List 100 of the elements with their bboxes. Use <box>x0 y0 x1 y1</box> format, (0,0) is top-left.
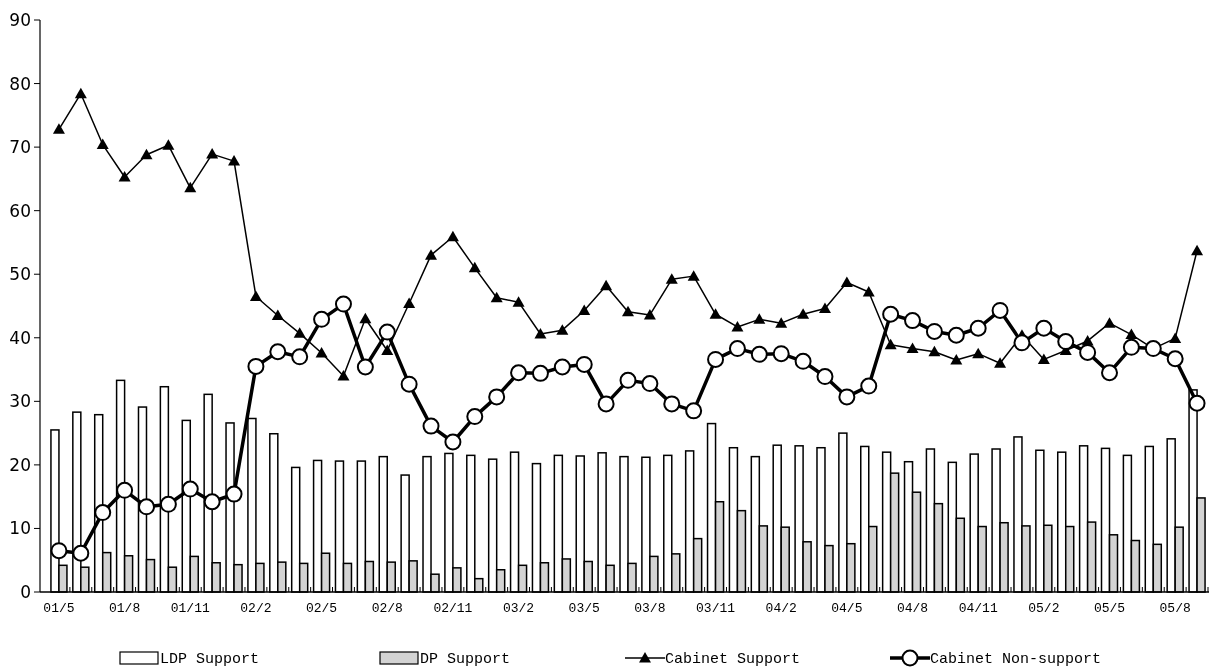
point <box>422 417 440 435</box>
y-tick-label: 90 <box>9 9 31 30</box>
x-tick-label: 03/8 <box>634 601 666 616</box>
x-tick-label: 03/11 <box>696 601 736 616</box>
point <box>575 355 593 373</box>
point <box>534 327 547 339</box>
point <box>1103 317 1116 328</box>
point <box>818 302 831 314</box>
point <box>468 261 481 273</box>
point <box>510 364 528 382</box>
point <box>140 148 153 160</box>
point <box>860 377 878 395</box>
point <box>162 139 175 150</box>
point <box>969 319 987 337</box>
x-tick-label: 02/11 <box>433 601 473 616</box>
point <box>269 343 287 361</box>
y-tick-label: 80 <box>9 73 31 94</box>
point <box>1191 244 1204 256</box>
point <box>641 375 659 393</box>
point <box>488 388 506 406</box>
x-tick-label: 04/5 <box>831 601 863 616</box>
x-tick-label: 01/11 <box>170 601 210 616</box>
point <box>247 357 265 375</box>
point <box>446 230 459 242</box>
point <box>334 295 352 313</box>
y-tick-label: 60 <box>9 200 31 221</box>
point <box>1057 333 1075 351</box>
point <box>313 310 331 328</box>
point <box>838 388 856 406</box>
point <box>578 304 591 315</box>
point <box>444 433 462 451</box>
x-tick-label: 04/2 <box>765 601 797 616</box>
point <box>74 87 87 99</box>
x-tick-label: 03/2 <box>502 601 535 616</box>
point <box>947 326 965 344</box>
point <box>531 364 549 382</box>
point <box>96 138 109 150</box>
point <box>991 301 1009 319</box>
x-tick-label: 02/2 <box>240 601 272 616</box>
point <box>400 375 418 393</box>
point <box>1037 353 1050 364</box>
point <box>381 344 394 355</box>
point <box>249 290 262 301</box>
point <box>1101 364 1119 382</box>
point <box>425 249 438 260</box>
point <box>597 395 615 413</box>
y-tick-label: 30 <box>9 391 31 412</box>
legend-label: DP Support <box>420 651 511 669</box>
legend-label: Cabinet Non-support <box>930 651 1102 669</box>
point <box>315 347 328 358</box>
point <box>466 408 484 426</box>
point <box>794 352 812 370</box>
point <box>1125 328 1138 340</box>
x-tick-label: 01/5 <box>43 601 75 616</box>
point <box>972 347 985 359</box>
x-tick-label: 02/5 <box>305 601 338 616</box>
point <box>1013 334 1031 352</box>
point <box>731 320 744 332</box>
point <box>1188 394 1206 412</box>
y-tick-label: 10 <box>9 518 31 539</box>
point <box>619 371 637 389</box>
point <box>707 350 725 368</box>
point <box>904 312 922 330</box>
point <box>775 317 788 328</box>
point <box>753 313 766 324</box>
y-tick-label: 20 <box>9 454 31 475</box>
point <box>137 498 155 516</box>
x-tick-label: 04/8 <box>896 601 929 616</box>
point <box>862 286 875 297</box>
x-tick-label: 03/5 <box>568 601 600 616</box>
x-tick-label: 01/8 <box>108 601 141 616</box>
point <box>94 504 112 522</box>
point <box>291 348 309 366</box>
point <box>225 485 243 503</box>
point <box>356 358 374 376</box>
point <box>228 155 241 166</box>
point <box>928 345 941 357</box>
point <box>184 181 197 193</box>
point <box>950 354 963 365</box>
point <box>116 481 134 499</box>
point <box>203 493 221 511</box>
point <box>709 308 722 319</box>
point <box>378 323 396 341</box>
point <box>906 342 919 354</box>
y-tick-label: 70 <box>9 137 31 158</box>
point <box>1166 350 1184 368</box>
point <box>181 480 199 498</box>
point <box>622 305 634 317</box>
point <box>925 322 943 340</box>
point <box>728 340 746 358</box>
point <box>840 276 853 287</box>
point <box>750 345 768 363</box>
point <box>118 170 131 182</box>
point <box>553 358 571 376</box>
point <box>50 542 68 560</box>
legend-label: Cabinet Support <box>665 651 801 669</box>
point <box>1079 343 1097 361</box>
point <box>556 324 569 335</box>
point <box>1035 319 1053 337</box>
y-tick-label: 40 <box>9 327 31 348</box>
